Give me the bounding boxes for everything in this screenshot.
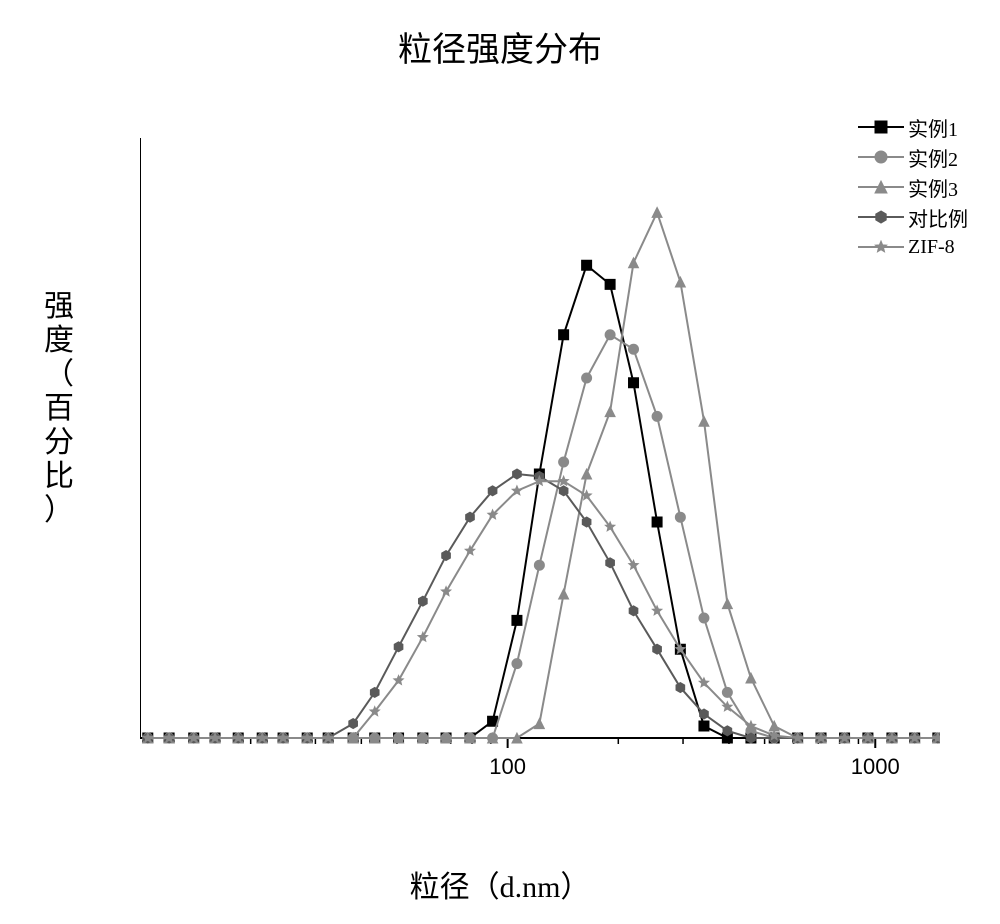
x-axis-label: 粒径（d.nm） xyxy=(0,862,1000,906)
series-s4 xyxy=(143,469,940,743)
series-s2 xyxy=(143,330,940,743)
svg-text:100: 100 xyxy=(489,754,526,779)
legend: 实例1实例2实例3对比例 ZIF-8 xyxy=(858,112,968,262)
chart-title: 粒径强度分布 xyxy=(0,22,1000,71)
legend-item-s5: ZIF-8 xyxy=(858,232,968,262)
legend-item-s3: 实例3 xyxy=(858,172,968,202)
legend-item-s2: 实例2 xyxy=(858,142,968,172)
legend-item-s1: 实例1 xyxy=(858,112,968,142)
legend-label: 实例2 xyxy=(908,143,958,172)
svg-text:1000: 1000 xyxy=(851,754,900,779)
legend-label: ZIF-8 xyxy=(908,236,955,259)
series-s1 xyxy=(143,260,940,743)
chart-plot: 05101520251001000 xyxy=(140,138,940,818)
legend-label: 实例3 xyxy=(908,173,958,202)
legend-item-s4: 对比例 xyxy=(858,202,968,232)
legend-label: 对比例 xyxy=(908,203,968,232)
y-axis-label: 强度（百分比） xyxy=(40,290,78,528)
legend-label: 实例1 xyxy=(908,113,958,142)
series-s5 xyxy=(143,476,940,742)
